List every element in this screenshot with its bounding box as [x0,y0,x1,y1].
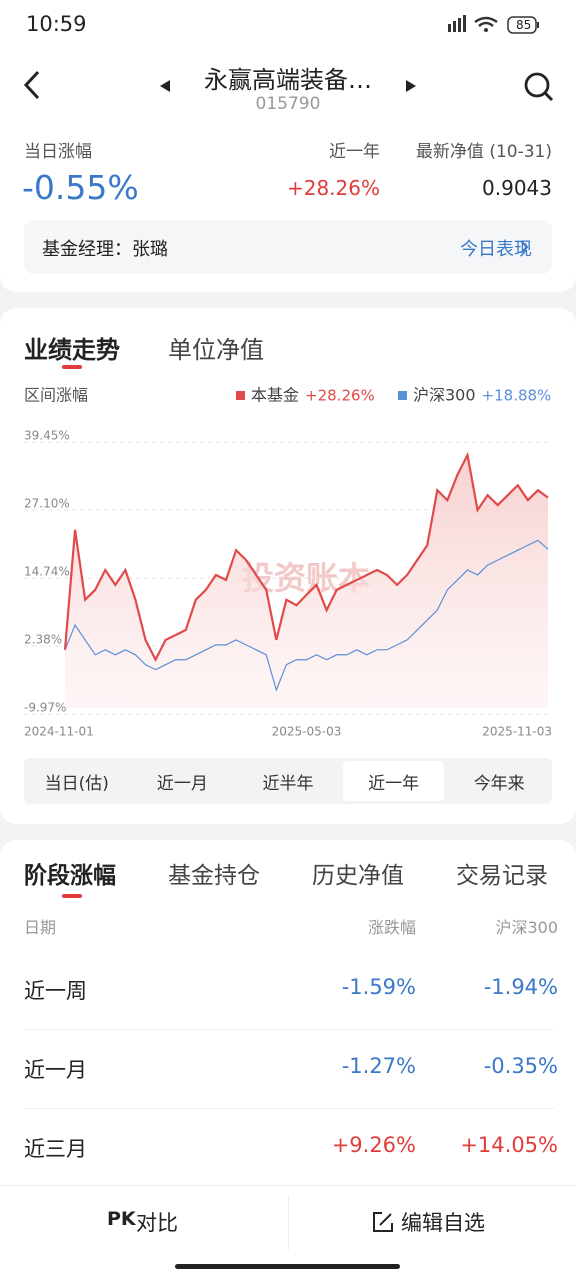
period-selected-bg [342,761,445,801]
search-icon[interactable] [522,70,556,104]
legend-swatch [236,391,245,400]
period-button[interactable]: 当日(估) [44,774,109,794]
status-icons [448,15,539,34]
divider [288,1195,289,1250]
manager: 基金经理：张璐 [42,239,168,260]
table-header: 日期 [24,918,57,937]
y-tick-label: -9.97% [24,701,66,715]
row-value: -0.35% [483,1054,558,1078]
row-value: +9.26% [331,1133,416,1157]
battery-level: 85 [516,18,532,32]
chart: 区间涨幅 投资账本 本基金 +28.26% 沪深300 +18.88%39.45%27… [24,386,552,739]
compare-button[interactable]: 对比 [136,1211,178,1235]
tab-indicator [62,894,82,898]
legend-swatch [398,391,407,400]
row-label: 近一周 [24,979,87,1003]
row-value: -1.59% [341,975,416,999]
pk-icon: PK [107,1208,136,1230]
next-icon[interactable] [404,78,418,94]
prev-icon[interactable] [158,78,172,94]
chevron [520,240,529,254]
period-button[interactable]: 近一月 [156,774,208,794]
edit-button[interactable]: 编辑自选 [401,1211,485,1235]
today-link[interactable]: 今日表现 [460,239,532,260]
line [64,539,549,692]
home-indicator [175,1264,400,1269]
status-time: 10:59 [26,12,87,36]
y-tick-label: 14.74% [24,565,70,579]
stat-label: 当日涨幅 [24,142,92,162]
row-label: 近一月 [24,1058,87,1082]
y-tick-label: 39.45% [24,429,70,443]
stat-value: -0.55% [22,168,139,207]
stat-value: 0.9043 [482,176,552,200]
period-button[interactable]: 近一年 [368,774,420,794]
table-header: 沪深300 [495,918,558,937]
tab[interactable]: 单位净值 [168,336,264,364]
row-divider [24,1108,554,1109]
y-tick-label: 2.38% [24,633,62,647]
tab-indicator [62,365,82,369]
period-button[interactable]: 近半年 [262,774,314,794]
tab-active[interactable]: 阶段涨幅 [24,863,116,889]
chart-subtitle: 区间涨幅 [24,386,88,405]
x-tick-label: 2025-05-03 [272,725,342,739]
legend-value: +18.88% [482,387,552,405]
x-tick-label: 2024-11-01 [24,725,94,739]
stat-label: 近一年 [329,142,380,162]
back-icon[interactable] [20,68,50,102]
row-value: -1.27% [341,1054,416,1078]
tab[interactable]: 基金持仓 [168,863,260,889]
fund-title: 永赢高端装备… [204,66,372,94]
edit-icon [373,1212,393,1232]
row-value: +14.05% [460,1133,558,1157]
legend-value: +28.26% [305,387,375,405]
y-tick-label: 27.10% [24,496,70,510]
legend-label: 沪深300 [413,386,476,405]
legend-label: 本基金 [251,386,299,405]
tab[interactable]: 历史净值 [312,863,404,889]
table-header: 涨跌幅 [367,918,416,937]
stat-value: +28.26% [286,176,380,200]
period-button[interactable]: 今年来 [473,774,525,794]
x-tick-label: 2025-11-03 [482,725,552,739]
row-value: -1.94% [483,975,558,999]
line [63,451,549,663]
tab[interactable]: 交易记录 [456,863,548,889]
fund-code: 015790 [255,94,321,114]
tab-active[interactable]: 业绩走势 [24,336,120,364]
stat-label: 最新净值 (10-31) [415,142,552,162]
manager-box [24,220,552,274]
row-divider [24,1029,554,1030]
period-bar [24,758,552,804]
row-label: 近三月 [24,1137,87,1161]
area [65,454,548,708]
